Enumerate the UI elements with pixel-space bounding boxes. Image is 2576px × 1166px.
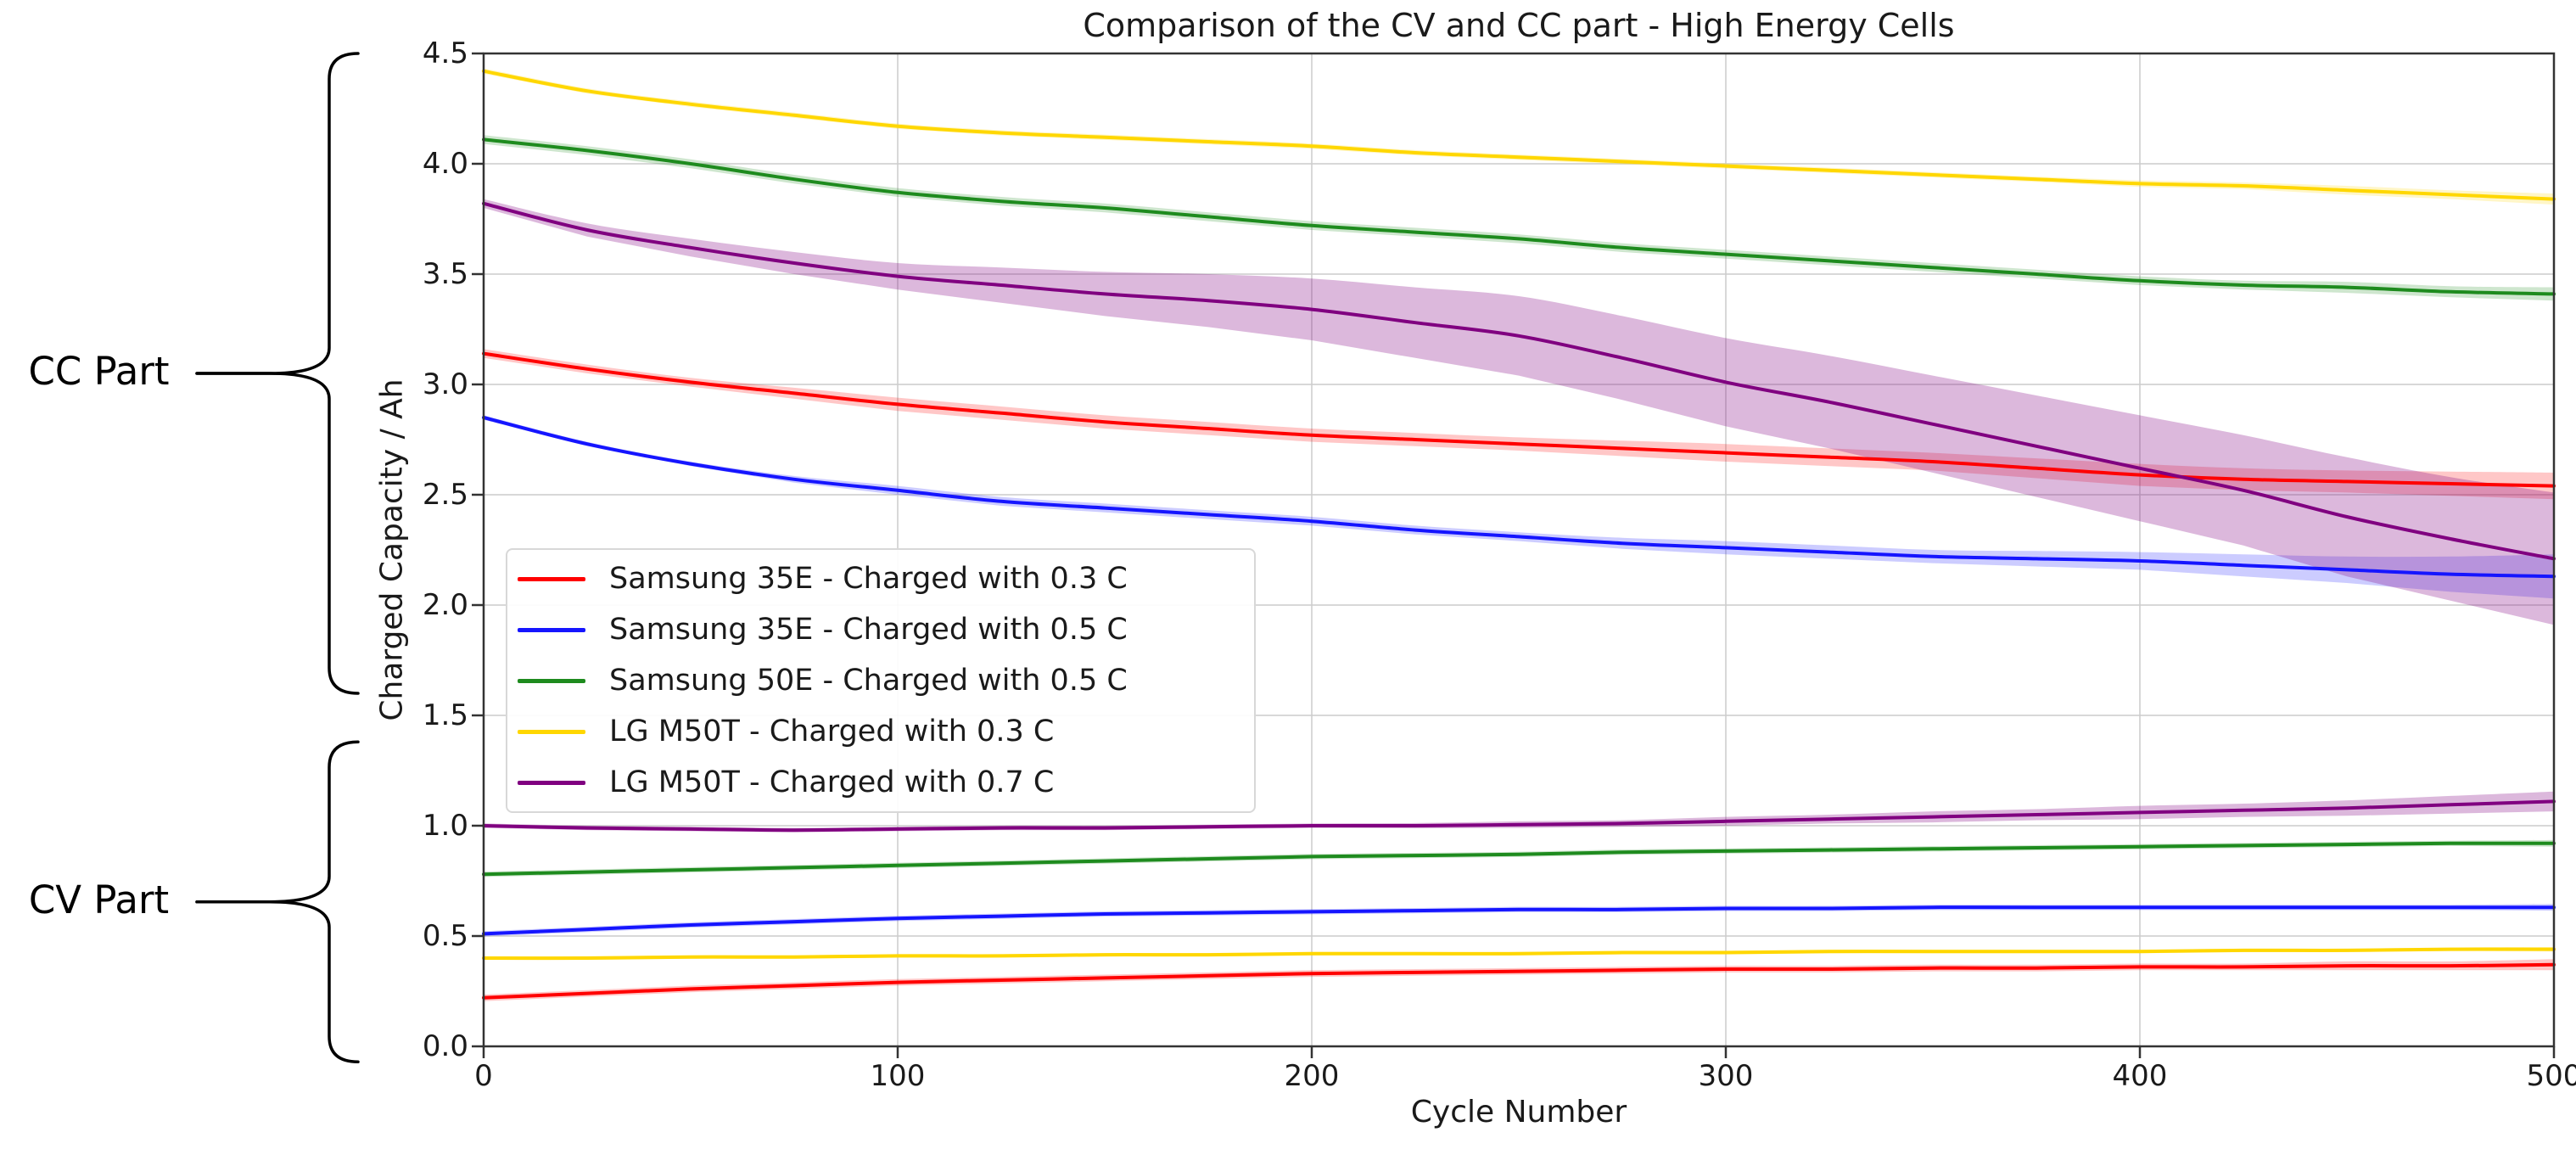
series-band xyxy=(484,415,2554,599)
series-band xyxy=(484,199,2554,625)
y-tick-label: 3.5 xyxy=(422,257,468,291)
series-line xyxy=(482,947,2556,961)
legend-swatch xyxy=(518,780,585,785)
annotation-cc-part: CC Part xyxy=(28,349,170,394)
series-line xyxy=(482,905,2556,936)
x-tick-label: 500 xyxy=(2526,1059,2576,1093)
y-tick-label: 2.0 xyxy=(422,588,468,622)
plot-border xyxy=(482,52,2556,1048)
y-tick-label: 1.5 xyxy=(422,698,468,732)
series-line xyxy=(482,841,2556,877)
legend-swatch xyxy=(518,678,585,683)
legend-label: LG M50T - Charged with 0.3 C xyxy=(609,715,1055,748)
series-band xyxy=(484,135,2554,301)
x-tick-label: 300 xyxy=(1698,1059,1754,1093)
annotation-cv-part: CV Part xyxy=(28,877,170,922)
x-tick-label: 200 xyxy=(1284,1059,1340,1093)
series-line xyxy=(482,962,2556,1000)
x-tick-label: 400 xyxy=(2112,1059,2168,1093)
legend-label: LG M50T - Charged with 0.7 C xyxy=(609,765,1055,799)
legend-label: Samsung 50E - Charged with 0.5 C xyxy=(609,664,1128,698)
x-tick-label: 100 xyxy=(870,1059,926,1093)
y-tick-label: 4.5 xyxy=(422,36,468,70)
legend-swatch xyxy=(518,729,585,734)
x-tick-label: 0 xyxy=(474,1059,493,1093)
series-band xyxy=(484,349,2554,500)
legend-item: Samsung 35E - Charged with 0.3 C xyxy=(518,562,1254,596)
brace xyxy=(195,900,360,1063)
y-tick-label: 0.5 xyxy=(422,919,468,953)
series-line xyxy=(482,799,2556,832)
legend-item: Samsung 35E - Charged with 0.5 C xyxy=(518,613,1254,647)
y-tick-label: 1.0 xyxy=(422,809,468,843)
series-line xyxy=(482,416,2556,579)
legend-item: LG M50T - Charged with 0.3 C xyxy=(518,715,1254,748)
series-line xyxy=(482,69,2556,201)
brace xyxy=(195,740,360,904)
chart-title: Comparison of the CV and CC part - High … xyxy=(1083,7,1955,44)
y-axis-label: Charged Capacity / Ah xyxy=(374,378,410,721)
y-tick-label: 2.5 xyxy=(422,478,468,512)
y-tick-label: 4.0 xyxy=(422,147,468,181)
legend-swatch xyxy=(518,627,585,632)
legend: Samsung 35E - Charged with 0.3 C Samsung … xyxy=(506,548,1256,813)
series-line xyxy=(482,137,2556,296)
y-tick-label: 3.0 xyxy=(422,367,468,401)
x-axis-label: Cycle Number xyxy=(1410,1095,1627,1130)
legend-item: LG M50T - Charged with 0.7 C xyxy=(518,765,1254,799)
series-line xyxy=(482,201,2556,561)
legend-item: Samsung 50E - Charged with 0.5 C xyxy=(518,664,1254,698)
legend-swatch xyxy=(518,576,585,581)
y-tick-label: 0.0 xyxy=(422,1029,468,1063)
brace xyxy=(195,52,360,375)
brace xyxy=(195,372,360,695)
series-line xyxy=(482,351,2556,488)
legend-label: Samsung 35E - Charged with 0.5 C xyxy=(609,613,1128,647)
legend-label: Samsung 35E - Charged with 0.3 C xyxy=(609,562,1128,596)
